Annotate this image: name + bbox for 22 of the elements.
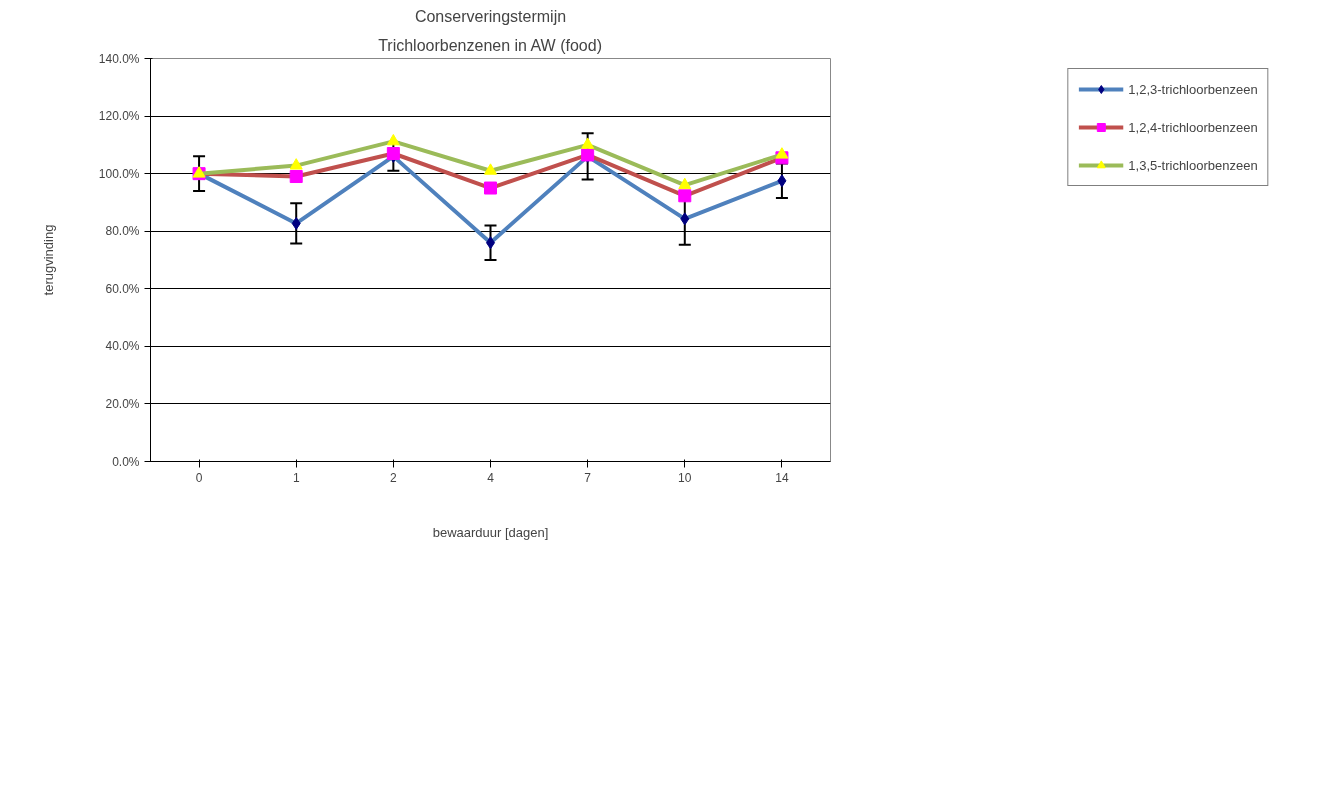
y-axis-title: terugvinding: [40, 224, 56, 296]
chart-subtitle: Trichloorbenzenen in AW (food): [378, 36, 602, 54]
legend-label: 1,3,5-trichloorbenzeen: [1128, 157, 1258, 173]
x-tick-label: 14: [775, 470, 789, 485]
y-tick-label: 100.0%: [98, 166, 140, 181]
y-tick-label: 120.0%: [98, 109, 140, 124]
y-tick-label: 20.0%: [105, 396, 140, 411]
x-tick-label: 1: [292, 470, 300, 485]
y-tick-label: 80.0%: [105, 224, 140, 239]
legend-label: 1,2,4-trichloorbenzeen: [1128, 119, 1258, 135]
x-axis-title: bewaarduur [dagen]: [432, 524, 549, 540]
x-tick-label: 0: [195, 470, 203, 485]
legend-label: 1,2,3-trichloorbenzeen: [1128, 81, 1258, 97]
x-tick-label: 2: [390, 470, 398, 485]
x-tick-label: 10: [678, 470, 692, 485]
x-tick-label: 4: [487, 470, 495, 485]
y-tick-label: 60.0%: [105, 281, 140, 296]
x-tick-label: 7: [584, 470, 592, 485]
y-tick-label: 0.0%: [112, 454, 140, 469]
chart-title: Conserveringstermijn: [414, 7, 567, 25]
y-tick-label: 140.0%: [98, 51, 140, 66]
y-tick-label: 40.0%: [105, 339, 140, 354]
